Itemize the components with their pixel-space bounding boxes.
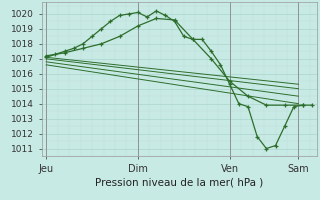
- X-axis label: Pression niveau de la mer( hPa ): Pression niveau de la mer( hPa ): [95, 178, 263, 188]
